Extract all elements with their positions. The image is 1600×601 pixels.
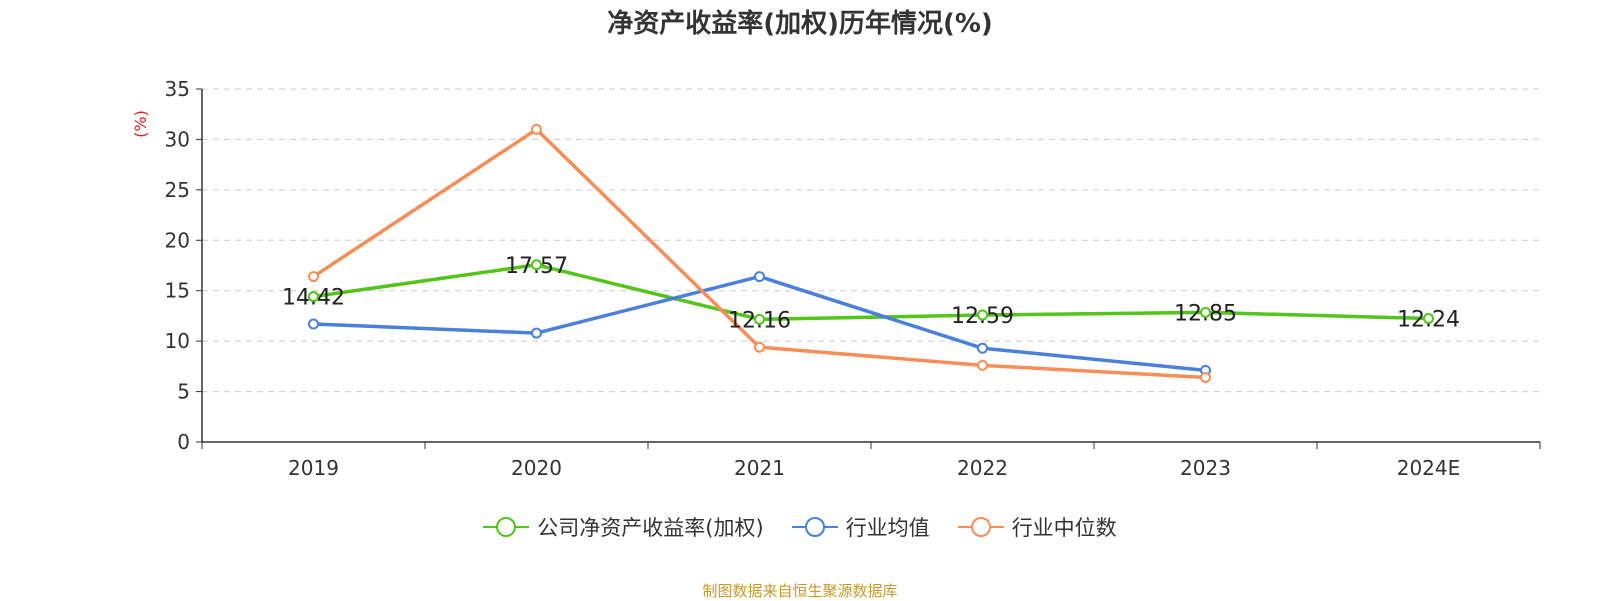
data-point (754, 341, 765, 353)
legend-item-company[interactable]: 公司净资产收益率(加权) (483, 512, 764, 542)
legend-marker-icon (957, 517, 1004, 537)
data-label: 12.24 (1397, 308, 1460, 333)
axes: 0 5 10 15 20 25 30 35 2019 2020 2021 2022 2023 2024E (165, 77, 1541, 480)
data-point (531, 327, 542, 339)
y-tick-label: 0 (177, 430, 190, 454)
y-tick-label: 15 (165, 279, 190, 303)
x-tick-label: 2022 (957, 456, 1008, 480)
data-point (754, 313, 765, 325)
x-tick-label: 2023 (1180, 456, 1231, 480)
x-tick-label: 2020 (511, 456, 562, 480)
legend-marker-icon (791, 517, 838, 537)
data-point (308, 318, 319, 330)
x-tick-label: 2019 (288, 456, 339, 480)
data-point (754, 271, 765, 283)
data-point (1200, 306, 1211, 318)
data-label: 17.57 (505, 254, 568, 279)
data-point (1423, 313, 1434, 325)
data-point (308, 291, 319, 303)
x-tick-label: 2024E (1397, 456, 1461, 480)
legend-label: 行业中位数 (1011, 516, 1117, 540)
legend-item-industry-avg[interactable]: 行业均值 (791, 512, 930, 542)
data-point (977, 342, 988, 354)
chart-title: 净资产收益率(加权)历年情况(%) (607, 9, 993, 39)
y-axis-label: (%) (131, 110, 150, 138)
x-tick-label: 2021 (734, 456, 785, 480)
data-label: 12.85 (1174, 301, 1237, 326)
series-lines (308, 123, 1434, 383)
legend-label: 公司净资产收益率(加权) (537, 516, 764, 540)
legend-label: 行业均值 (845, 516, 930, 540)
grid-lines (202, 88, 1540, 393)
y-tick-label: 20 (165, 228, 190, 252)
y-tick-label: 5 (177, 380, 190, 404)
data-point (308, 271, 319, 283)
data-point (531, 259, 542, 271)
legend-item-industry-median[interactable]: 行业中位数 (957, 512, 1117, 542)
legend: 公司净资产收益率(加权) 行业均值 行业中位数 (0, 512, 1600, 542)
y-tick-label: 30 (165, 127, 190, 151)
y-tick-label: 10 (165, 329, 190, 353)
data-label: 12.16 (728, 308, 791, 333)
series-line (313, 263, 1429, 322)
data-source-note: 制图数据来自恒生聚源数据库 (702, 582, 898, 600)
series-line (312, 127, 1206, 380)
data-label: 12.59 (951, 304, 1014, 329)
data-labels: 14.42 17.57 12.16 12.59 12.85 12.24 (282, 254, 1460, 334)
data-point (977, 309, 988, 321)
data-label: 14.42 (282, 286, 345, 311)
data-point (977, 359, 988, 371)
y-tick-label: 35 (165, 77, 190, 101)
y-tick-label: 25 (165, 178, 190, 202)
data-point (531, 123, 542, 135)
data-point (1200, 371, 1211, 383)
legend-marker-icon (483, 517, 530, 537)
